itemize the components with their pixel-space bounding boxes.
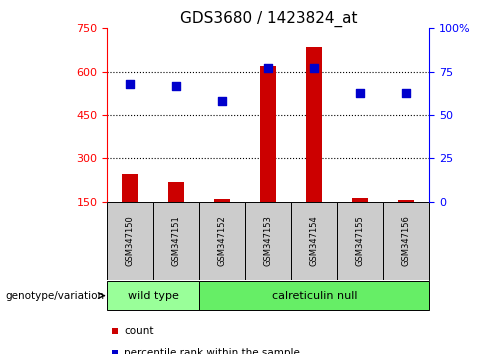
Point [264,65,272,71]
Point [219,98,226,104]
Title: GDS3680 / 1423824_at: GDS3680 / 1423824_at [180,11,357,27]
Point [126,81,134,87]
FancyBboxPatch shape [107,202,153,280]
Bar [122,174,139,202]
Text: percentile rank within the sample: percentile rank within the sample [124,348,300,354]
FancyBboxPatch shape [245,202,291,280]
FancyBboxPatch shape [200,281,429,310]
FancyBboxPatch shape [384,202,429,280]
Text: GSM347154: GSM347154 [310,215,319,266]
Text: GSM347155: GSM347155 [356,215,365,266]
Text: genotype/variation: genotype/variation [5,291,104,301]
Bar [306,47,323,202]
Text: wild type: wild type [128,291,179,301]
Text: calreticulin null: calreticulin null [272,291,357,301]
Point [357,90,365,95]
Bar [261,66,276,202]
Bar [168,182,184,202]
Text: GSM347156: GSM347156 [402,215,411,266]
Bar [214,199,230,202]
Bar [352,198,368,202]
Text: GSM347151: GSM347151 [172,215,181,266]
FancyBboxPatch shape [337,202,384,280]
Point [403,90,410,95]
FancyBboxPatch shape [291,202,337,280]
FancyBboxPatch shape [153,202,200,280]
FancyBboxPatch shape [107,281,200,310]
Text: GSM347153: GSM347153 [264,215,273,266]
FancyBboxPatch shape [200,202,245,280]
Point [172,83,180,88]
Point [310,65,318,71]
Text: GSM347150: GSM347150 [126,215,135,266]
Bar [398,200,414,202]
Text: count: count [124,326,154,336]
Text: GSM347152: GSM347152 [218,215,227,266]
